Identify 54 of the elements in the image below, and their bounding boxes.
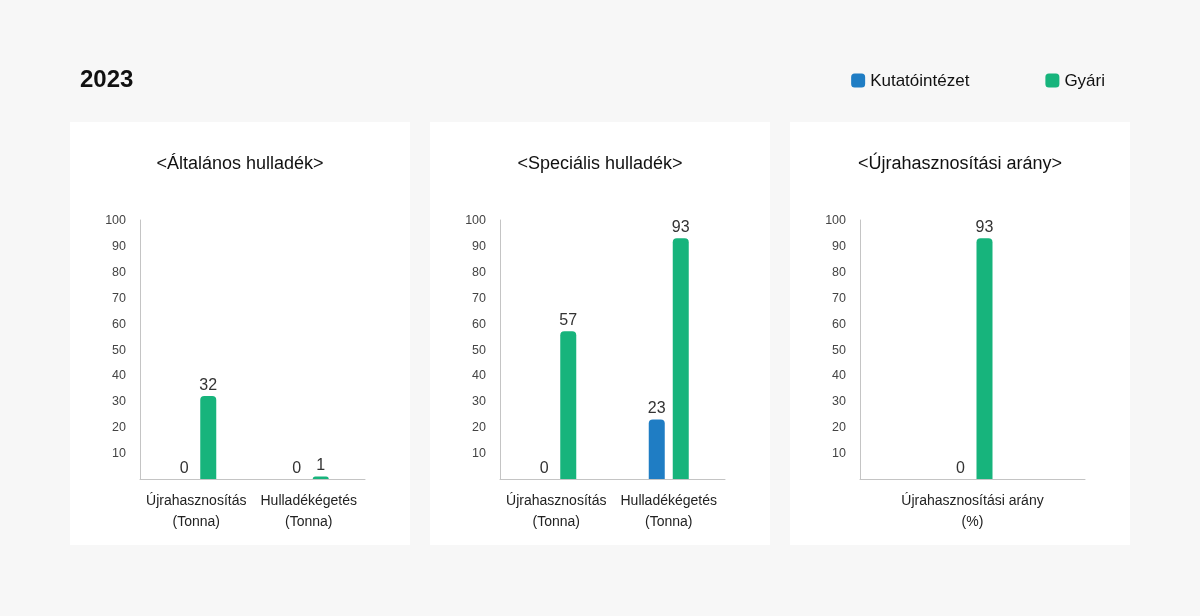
y-tick-label: 20 xyxy=(832,420,847,435)
y-tick-label: 40 xyxy=(112,368,127,383)
y-tick-label: 80 xyxy=(832,264,847,279)
y-tick-label: 10 xyxy=(832,446,847,461)
y-tick-label: 30 xyxy=(472,394,487,409)
x-tick-label: Újrahasznosítás (Tonna) xyxy=(506,491,607,529)
y-tick-label: 20 xyxy=(112,420,127,435)
y-tick-label: 50 xyxy=(112,342,127,357)
data-label: 32 xyxy=(199,375,218,393)
bar xyxy=(672,238,689,479)
text: 2023 xyxy=(80,64,134,92)
chart-title: <Speciális hulladék> xyxy=(517,153,683,173)
x-tick-label: Hulladékégetés (Tonna) xyxy=(620,491,718,529)
y-tick-label: 90 xyxy=(832,238,847,253)
y-tick-label: 30 xyxy=(112,394,127,409)
y-tick-label: 80 xyxy=(472,264,487,279)
bar xyxy=(648,419,665,479)
y-tick-label: 50 xyxy=(472,342,487,357)
y-tick-label: 60 xyxy=(472,316,487,331)
data-label: 93 xyxy=(671,217,690,235)
y-tick-label: 60 xyxy=(832,316,847,331)
data-label: 0 xyxy=(179,458,189,476)
y-tick-label: 80 xyxy=(112,264,127,279)
y-tick-label: 10 xyxy=(472,446,487,461)
y-tick-label: 30 xyxy=(832,394,847,409)
chart-title: <Általános hulladék> xyxy=(156,153,324,173)
legend-label: Kutatóintézet xyxy=(870,71,970,90)
y-tick-label: 20 xyxy=(472,420,487,435)
legend-label: Gyári xyxy=(1064,71,1106,90)
y-tick-label: 90 xyxy=(472,238,487,253)
y-tick-label: 100 xyxy=(825,213,847,227)
data-label: 0 xyxy=(539,458,549,476)
y-tick-label: 60 xyxy=(112,316,127,331)
y-tick-label: 40 xyxy=(832,368,847,383)
bar xyxy=(560,331,577,479)
data-label: 57 xyxy=(559,310,578,328)
y-tick-label: 10 xyxy=(112,446,127,461)
x-tick-label: Újrahasznosítás (Tonna) xyxy=(146,491,247,529)
data-label: 0 xyxy=(292,458,302,476)
y-tick-label: 70 xyxy=(832,290,847,305)
data-label: 23 xyxy=(647,398,666,416)
y-tick-label: 70 xyxy=(472,290,487,305)
x-tick-label: Újrahasznosítási arány (%) xyxy=(901,491,1044,529)
data-label: 1 xyxy=(316,455,326,473)
x-tick-label: Hulladékégetés (Tonna) xyxy=(260,491,358,529)
y-tick-label: 100 xyxy=(105,213,127,227)
y-tick-label: 100 xyxy=(465,213,487,227)
data-label: 0 xyxy=(956,458,966,476)
data-label: 93 xyxy=(975,217,994,235)
y-tick-label: 70 xyxy=(112,290,127,305)
y-tick-label: 40 xyxy=(472,368,487,383)
y-tick-label: 90 xyxy=(112,238,127,253)
chart-title: <Újrahasznosítási arány> xyxy=(857,152,1063,173)
y-tick-label: 50 xyxy=(832,342,847,357)
